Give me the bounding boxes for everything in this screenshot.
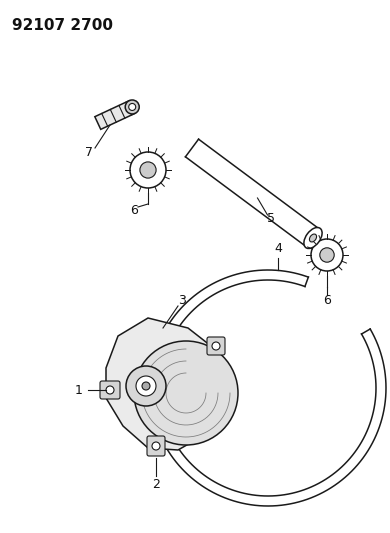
FancyBboxPatch shape (100, 381, 120, 399)
Text: 3: 3 (178, 294, 186, 306)
Text: 7: 7 (85, 147, 93, 159)
Circle shape (125, 100, 139, 114)
Circle shape (136, 376, 156, 396)
Polygon shape (106, 318, 226, 450)
Text: 4: 4 (274, 241, 282, 254)
Circle shape (129, 103, 136, 110)
Ellipse shape (304, 228, 322, 248)
Circle shape (134, 341, 238, 445)
Circle shape (130, 152, 166, 188)
Text: 1: 1 (75, 384, 83, 397)
Text: 6: 6 (323, 294, 331, 306)
Circle shape (320, 248, 334, 262)
Polygon shape (95, 101, 135, 130)
Text: 92107 2700: 92107 2700 (12, 18, 113, 33)
Circle shape (106, 386, 114, 394)
FancyBboxPatch shape (147, 436, 165, 456)
Circle shape (311, 239, 343, 271)
Text: 6: 6 (130, 205, 138, 217)
Ellipse shape (309, 234, 317, 242)
Circle shape (126, 366, 166, 406)
FancyBboxPatch shape (207, 337, 225, 355)
Text: 2: 2 (152, 479, 160, 491)
Circle shape (140, 162, 156, 178)
Circle shape (212, 342, 220, 350)
Circle shape (142, 382, 150, 390)
Text: 5: 5 (266, 213, 275, 225)
Circle shape (152, 442, 160, 450)
